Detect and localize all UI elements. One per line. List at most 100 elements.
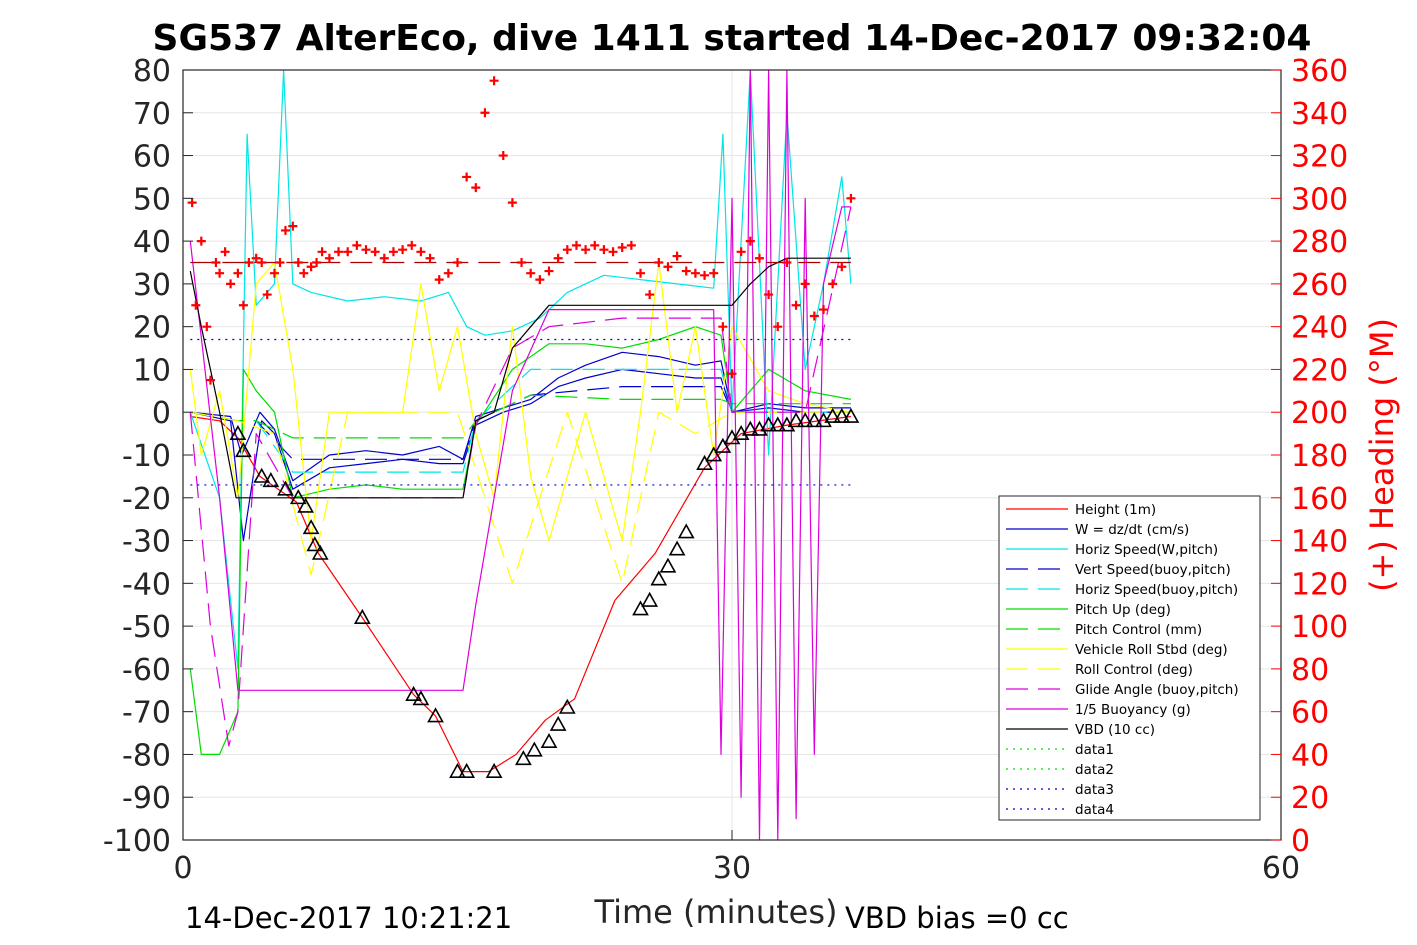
triangle-marker [833,407,851,423]
triangle-markers [229,407,860,778]
chart-title: SG537 AlterEco, dive 1411 started 14-Dec… [153,18,1312,59]
right-tick-label: 320 [1291,140,1348,175]
legend: Height (1m) W = dz/dt (cm/s) Horiz Speed(W… [998,495,1261,821]
heading-point [590,240,600,250]
heading-point [262,290,272,300]
right-tick-label: 120 [1291,567,1348,602]
heading-point [608,247,618,257]
triangle-marker [262,472,280,488]
legend-label: data2 [1075,762,1114,778]
heading-point [343,247,353,257]
heading-point [407,240,417,250]
footer-vbd-bias: VBD bias =0 cc [845,901,1069,935]
heading-point [280,225,290,235]
triangle-marker [787,412,805,428]
left-tick-label: -100 [103,824,171,859]
triangle-marker [253,467,271,483]
heading-point [388,247,398,257]
right-tick-label: 100 [1291,610,1348,645]
triangle-marker [796,412,814,428]
heading-point [846,193,856,203]
heading-point [819,305,828,315]
heading-point [681,266,691,276]
legend-label: data3 [1075,782,1114,798]
legend-label: Pitch Up (deg) [1075,602,1171,618]
triangle-marker [526,741,543,757]
triangle-marker [427,707,444,723]
left-tick-label: 10 [133,353,171,388]
heading-point [581,245,591,255]
heading-markers [187,76,856,385]
triangle-marker [458,762,476,778]
triangle-marker [696,454,713,470]
left-tick-label: -20 [122,482,171,517]
heading-point [791,300,801,310]
legend-label: 1/5 Buoyancy (g) [1075,702,1191,718]
triangle-marker [705,446,723,462]
heading-point [489,76,499,86]
legend-box [998,495,1261,821]
left-tick-label: 80 [133,54,171,89]
heading-point [837,262,847,272]
series-layer [189,69,852,841]
right-tick-label: 340 [1291,97,1348,132]
heading-point [727,369,737,379]
heading-point [202,322,212,332]
footer-timestamp: 14-Dec-2017 10:21:21 [185,901,512,935]
left-tick-label: 60 [133,140,171,175]
triangle-marker [449,762,466,778]
x-tick-label: 60 [1262,851,1300,886]
heading-point [571,240,581,250]
heading-point [299,268,309,278]
left-tick-label: 0 [152,396,171,431]
heading-point [654,258,664,267]
legend-label: data4 [1075,802,1114,818]
heading-point [553,253,563,263]
right-tick-label: 140 [1291,525,1348,560]
triangle-marker [558,698,576,714]
right-tick-label: 180 [1291,439,1348,474]
x-axis: 0 30 60 [173,830,1300,886]
heading-point [480,108,490,118]
triangle-marker [549,715,567,731]
heading-point [196,236,206,246]
heading-point [690,268,700,278]
triangle-marker [302,519,320,535]
heading-point [425,253,435,263]
triangle-marker [769,416,787,432]
heading-point [736,247,746,257]
right-tick-label: 360 [1291,54,1348,89]
heading-point [773,322,783,332]
heading-point [324,253,334,263]
heading-point [317,247,327,257]
triangle-marker [405,685,422,701]
heading-point [211,258,221,267]
triangle-marker [714,437,732,453]
triangle-marker [297,497,314,513]
heading-point [416,247,426,257]
left-tick-label: -80 [122,738,171,773]
triangle-marker [277,480,294,496]
right-tick-label: 0 [1291,824,1310,859]
heading-point [187,198,197,208]
heading-point [663,262,673,272]
right-tick-label: 200 [1291,396,1348,431]
triangle-marker [485,762,503,778]
triangle-marker [540,732,558,749]
left-tick-label: -90 [122,781,171,816]
heading-point [205,375,215,385]
series-roll_control [190,411,851,584]
heading-point [764,290,774,300]
series-pitch_control [190,394,851,439]
heading-point [709,268,719,278]
heading-point [293,258,303,267]
triangle-marker [805,412,823,428]
triangle-marker [289,489,307,505]
right-tick-label: 160 [1291,482,1348,517]
heading-point [288,221,298,231]
triangle-marker [741,420,759,436]
left-tick-label: 70 [133,97,171,132]
right-tick-label: 220 [1291,353,1348,388]
legend-label: Vert Speed(buoy,pitch) [1075,562,1231,578]
